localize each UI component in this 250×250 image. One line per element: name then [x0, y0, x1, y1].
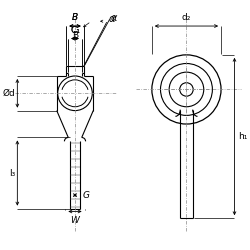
Text: B: B [72, 13, 78, 22]
Text: h₁: h₁ [238, 132, 248, 141]
Text: l₃: l₃ [9, 168, 16, 177]
Text: G: G [83, 191, 90, 200]
Text: Ød: Ød [3, 89, 16, 98]
Text: α: α [108, 14, 115, 24]
Text: B: B [72, 31, 78, 40]
Text: W: W [70, 216, 80, 225]
Text: C₁: C₁ [70, 26, 80, 35]
Text: B: B [72, 13, 78, 22]
Text: C₁: C₁ [70, 26, 80, 35]
Text: α: α [110, 13, 117, 23]
Text: d₂: d₂ [182, 13, 191, 22]
